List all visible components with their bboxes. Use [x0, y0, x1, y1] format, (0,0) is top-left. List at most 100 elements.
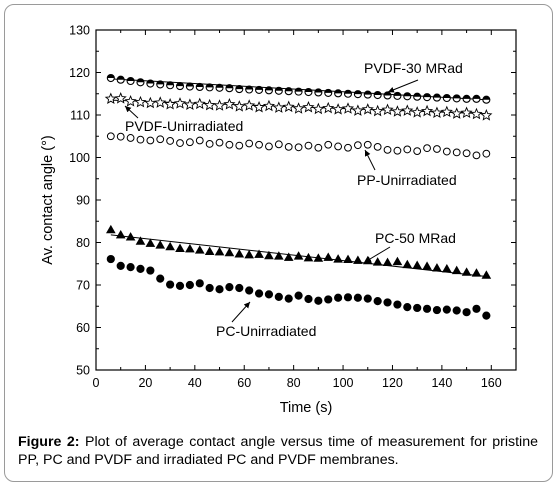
data-point	[183, 98, 196, 110]
marker-half	[472, 95, 480, 99]
data-point	[433, 145, 441, 153]
data-point	[294, 87, 303, 96]
data-point	[156, 80, 165, 89]
data-point	[283, 252, 294, 261]
arrow-pvdf-30-mrad	[387, 79, 419, 93]
data-point	[225, 283, 234, 292]
data-point	[235, 85, 244, 94]
data-point	[461, 267, 472, 276]
data-point	[265, 142, 273, 151]
data-point	[116, 261, 125, 270]
marker-half	[453, 94, 461, 99]
data-point	[145, 238, 156, 247]
data-point	[462, 149, 471, 158]
data-point	[205, 83, 214, 92]
marker-half	[344, 90, 352, 94]
data-point	[314, 296, 323, 305]
arrow-pc-50-mrad	[364, 246, 391, 263]
data-point	[392, 256, 403, 266]
marker-half	[235, 85, 243, 90]
marker-half	[304, 88, 312, 93]
data-point	[334, 142, 343, 151]
series-layer	[104, 73, 493, 320]
data-point	[432, 305, 442, 315]
data-point	[245, 85, 254, 94]
data-point	[373, 142, 382, 151]
data-point	[154, 96, 167, 108]
marker-half	[136, 78, 144, 83]
data-point	[195, 136, 204, 145]
series-pvdf-30-mrad	[106, 73, 491, 104]
x-tick-label: 40	[188, 376, 202, 390]
marker-half	[186, 83, 194, 87]
contact-angle-chart: 0 20 40 60 80 100 120 140 160 50 60 70 80 90 100 110 120…	[40, 24, 517, 416]
data-point	[294, 291, 303, 300]
data-point	[351, 104, 364, 116]
data-point	[413, 92, 422, 101]
data-point	[165, 241, 175, 251]
arrow-pc-unirradiated	[231, 301, 251, 323]
data-point	[195, 82, 204, 91]
data-point	[155, 240, 166, 249]
data-point	[413, 303, 422, 313]
marker-half	[196, 83, 204, 87]
marker-half	[374, 91, 382, 96]
data-point	[472, 304, 481, 313]
data-point	[173, 97, 187, 109]
data-point	[293, 251, 304, 260]
data-point	[255, 85, 264, 94]
data-point	[166, 280, 175, 289]
data-point	[323, 252, 334, 261]
marker-half	[146, 80, 154, 84]
data-point	[124, 95, 137, 107]
data-point	[164, 97, 177, 110]
marker-half	[216, 84, 224, 88]
data-point	[432, 93, 441, 102]
marker-half	[334, 89, 342, 94]
marker-half	[324, 89, 332, 93]
marker-half	[443, 94, 451, 98]
data-point	[372, 257, 383, 266]
data-point	[215, 285, 224, 294]
data-point	[393, 146, 402, 155]
data-point	[274, 86, 283, 95]
data-point	[322, 101, 335, 114]
data-point	[482, 149, 491, 158]
x-tick-label: 160	[481, 376, 502, 390]
data-point	[106, 224, 116, 234]
marker-half	[413, 93, 421, 97]
marker-half	[117, 76, 125, 80]
data-point	[383, 91, 392, 100]
data-point	[422, 304, 432, 313]
data-point	[422, 261, 432, 270]
label-pp-unirradiated: PP-Unirradiated	[357, 172, 457, 188]
data-point	[413, 147, 422, 156]
marker-half	[354, 90, 362, 95]
data-point	[314, 88, 323, 97]
x-axis-label: Time (s)	[280, 400, 333, 416]
x-tick-label: 140	[431, 376, 452, 390]
data-point	[442, 263, 452, 273]
data-point	[470, 107, 483, 120]
data-point	[126, 76, 135, 86]
data-point	[440, 105, 453, 118]
y-tick-label: 70	[76, 279, 90, 293]
label-pc-50-mrad: PC-50 MRad	[375, 230, 456, 246]
data-point	[274, 140, 283, 149]
data-point	[472, 94, 481, 103]
data-point	[481, 270, 492, 279]
data-point	[185, 280, 194, 290]
x-tick-label: 100	[333, 376, 354, 390]
data-point	[106, 73, 115, 83]
data-point	[284, 142, 293, 151]
data-point	[215, 83, 224, 92]
data-point	[423, 144, 431, 153]
data-point	[264, 250, 274, 260]
data-point	[482, 311, 491, 320]
marker-half	[156, 80, 164, 85]
data-point	[144, 96, 157, 109]
data-point	[225, 140, 234, 149]
data-point	[333, 254, 343, 263]
data-point	[213, 99, 226, 111]
y-tick-label: 130	[69, 24, 90, 38]
